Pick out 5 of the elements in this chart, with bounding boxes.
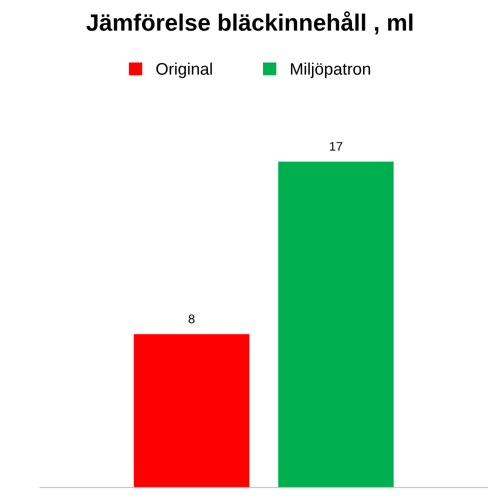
- data-label: 8: [188, 314, 195, 324]
- legend-label: Miljöpatron: [290, 62, 370, 78]
- chart-title: Jämförelse bläckinnehåll , ml: [86, 11, 412, 34]
- legend-label: Original: [156, 62, 212, 78]
- data-label: 17: [330, 142, 342, 151]
